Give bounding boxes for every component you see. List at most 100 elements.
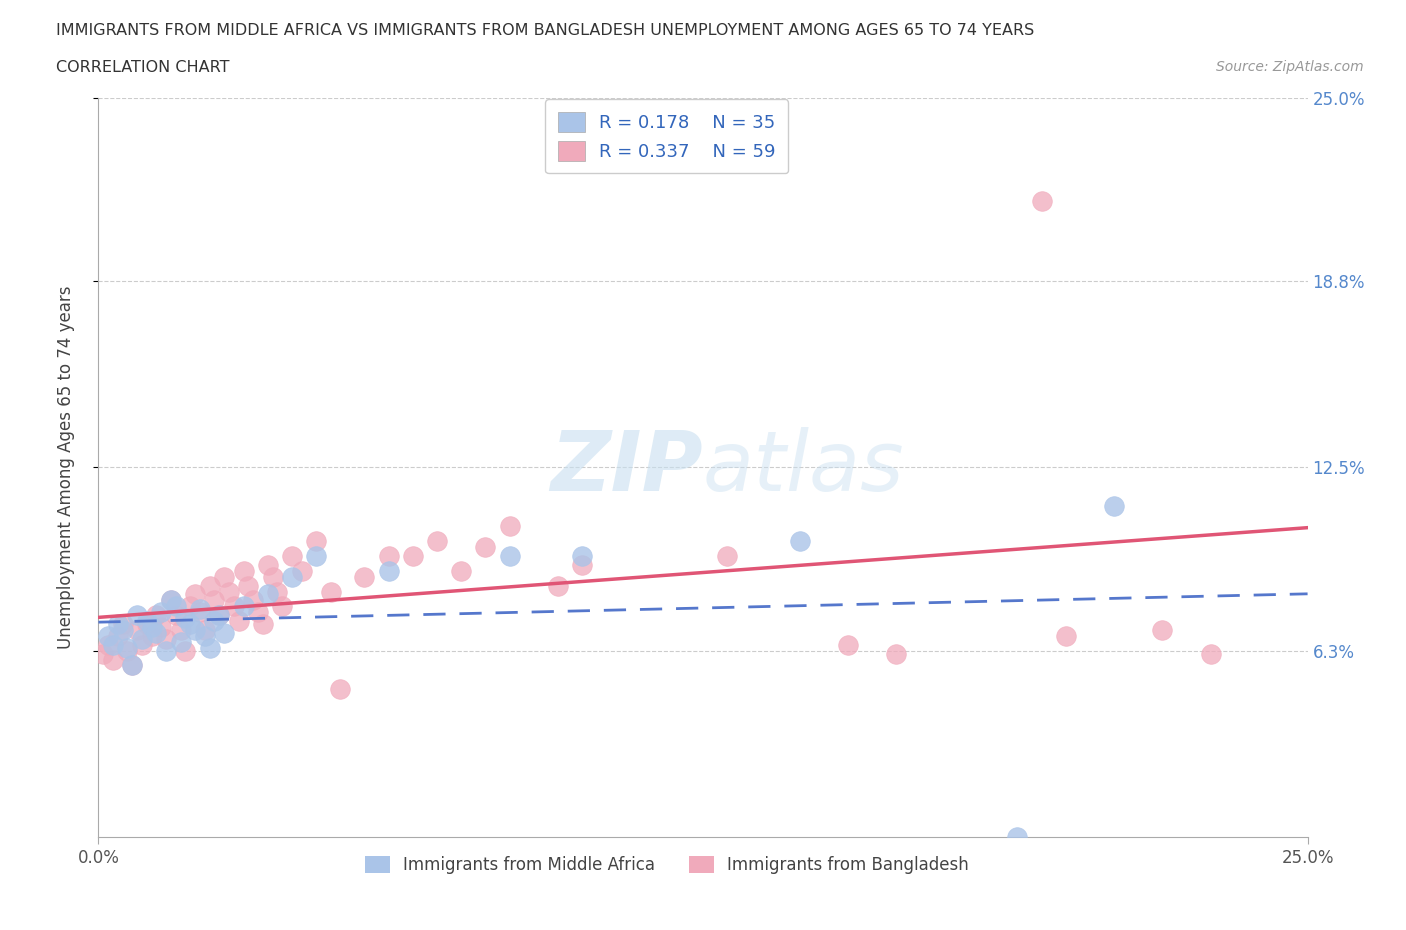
- Point: [1007, 830, 1029, 844]
- Point: [135, 614, 157, 629]
- Point: [247, 604, 270, 619]
- Point: [474, 539, 496, 554]
- Point: [571, 557, 593, 572]
- Y-axis label: Unemployment Among Ages 65 to 74 years: Unemployment Among Ages 65 to 74 years: [56, 286, 75, 649]
- Point: [402, 549, 425, 564]
- Point: [1152, 622, 1174, 637]
- Point: [242, 593, 264, 608]
- Point: [238, 578, 260, 593]
- Point: [135, 617, 157, 631]
- Point: [1102, 498, 1125, 513]
- Point: [97, 637, 120, 652]
- Point: [101, 652, 124, 667]
- Point: [127, 622, 149, 637]
- Point: [1199, 646, 1222, 661]
- Point: [232, 564, 254, 578]
- Point: [169, 622, 191, 637]
- Point: [208, 608, 231, 623]
- Point: [547, 578, 569, 593]
- Point: [107, 629, 129, 644]
- Point: [498, 519, 520, 534]
- Point: [329, 682, 352, 697]
- Point: [117, 640, 139, 655]
- Point: [377, 564, 399, 578]
- Point: [305, 549, 328, 564]
- Point: [150, 604, 173, 619]
- Point: [141, 629, 163, 644]
- Point: [204, 593, 226, 608]
- Point: [184, 587, 207, 602]
- Point: [117, 644, 139, 658]
- Point: [228, 614, 250, 629]
- Point: [319, 584, 342, 599]
- Point: [111, 622, 134, 637]
- Point: [97, 629, 120, 644]
- Point: [150, 619, 173, 634]
- Point: [498, 549, 520, 564]
- Point: [256, 587, 278, 602]
- Point: [252, 617, 274, 631]
- Point: [232, 599, 254, 614]
- Point: [194, 622, 217, 637]
- Point: [204, 614, 226, 629]
- Point: [571, 549, 593, 564]
- Point: [184, 622, 207, 637]
- Point: [886, 646, 908, 661]
- Point: [262, 569, 284, 584]
- Text: atlas: atlas: [703, 427, 904, 508]
- Point: [271, 599, 294, 614]
- Point: [837, 637, 859, 652]
- Point: [281, 569, 304, 584]
- Point: [188, 602, 211, 617]
- Point: [169, 634, 191, 649]
- Point: [198, 640, 221, 655]
- Text: Source: ZipAtlas.com: Source: ZipAtlas.com: [1216, 60, 1364, 74]
- Text: ZIP: ZIP: [550, 427, 703, 508]
- Point: [212, 569, 235, 584]
- Point: [198, 578, 221, 593]
- Point: [281, 549, 304, 564]
- Point: [101, 637, 124, 652]
- Point: [165, 599, 187, 614]
- Point: [141, 619, 163, 634]
- Point: [91, 646, 114, 661]
- Text: CORRELATION CHART: CORRELATION CHART: [56, 60, 229, 75]
- Point: [305, 534, 328, 549]
- Point: [212, 626, 235, 641]
- Point: [353, 569, 375, 584]
- Point: [377, 549, 399, 564]
- Text: IMMIGRANTS FROM MIDDLE AFRICA VS IMMIGRANTS FROM BANGLADESH UNEMPLOYMENT AMONG A: IMMIGRANTS FROM MIDDLE AFRICA VS IMMIGRA…: [56, 23, 1035, 38]
- Point: [145, 626, 167, 641]
- Point: [789, 534, 811, 549]
- Point: [188, 604, 211, 619]
- Point: [222, 599, 245, 614]
- Point: [131, 637, 153, 652]
- Point: [716, 549, 738, 564]
- Point: [290, 564, 312, 578]
- Point: [174, 644, 197, 658]
- Point: [1031, 193, 1053, 208]
- Point: [218, 584, 240, 599]
- Point: [155, 631, 177, 646]
- Point: [131, 631, 153, 646]
- Point: [160, 593, 183, 608]
- Point: [107, 617, 129, 631]
- Legend: Immigrants from Middle Africa, Immigrants from Bangladesh: Immigrants from Middle Africa, Immigrant…: [354, 846, 979, 884]
- Point: [450, 564, 472, 578]
- Point: [179, 617, 201, 631]
- Point: [160, 593, 183, 608]
- Point: [208, 608, 231, 623]
- Point: [121, 658, 143, 673]
- Point: [155, 644, 177, 658]
- Point: [426, 534, 449, 549]
- Point: [174, 611, 197, 626]
- Point: [194, 629, 217, 644]
- Point: [145, 608, 167, 623]
- Point: [111, 617, 134, 631]
- Point: [266, 584, 288, 599]
- Point: [127, 608, 149, 623]
- Point: [121, 658, 143, 673]
- Point: [165, 608, 187, 623]
- Point: [256, 557, 278, 572]
- Point: [179, 599, 201, 614]
